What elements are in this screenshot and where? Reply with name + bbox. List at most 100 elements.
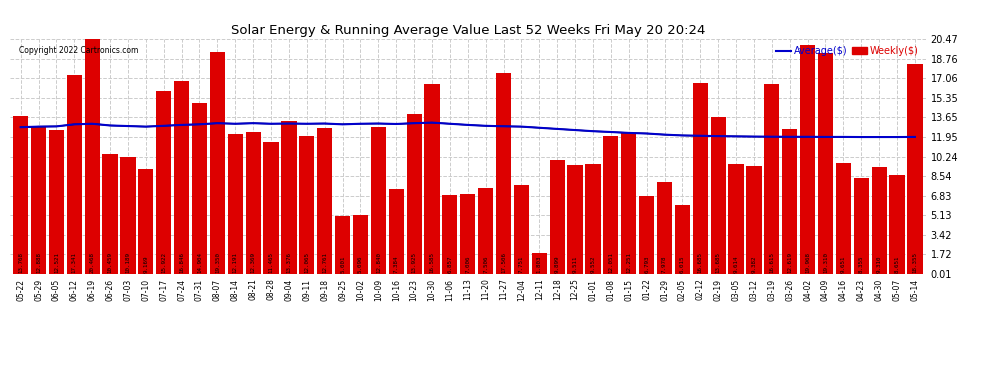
Title: Solar Energy & Running Average Value Last 52 Weeks Fri May 20 20:24: Solar Energy & Running Average Value Las… [231,24,705,37]
Text: 12.840: 12.840 [376,252,381,273]
Text: 12.369: 12.369 [250,252,255,273]
Text: 5.096: 5.096 [358,256,363,273]
Text: 12.619: 12.619 [787,252,792,273]
Bar [370,127,386,274]
Text: 18.355: 18.355 [913,252,918,273]
Bar [407,114,422,274]
Text: 19.350: 19.350 [215,252,220,273]
Text: 10.189: 10.189 [126,252,131,273]
Bar [31,126,47,274]
Text: 6.015: 6.015 [680,256,685,273]
Bar [657,182,672,274]
Text: 1.803: 1.803 [537,256,542,273]
Bar [514,185,529,274]
Bar [263,142,278,274]
Text: 12.521: 12.521 [53,252,58,273]
Bar [639,196,654,274]
Bar [549,160,565,274]
Text: 17.506: 17.506 [501,252,506,273]
Text: 9.169: 9.169 [144,256,148,273]
Bar [443,195,457,274]
Text: 17.341: 17.341 [72,252,77,273]
Text: Copyright 2022 Cartronics.com: Copyright 2022 Cartronics.com [19,46,139,56]
Text: 7.384: 7.384 [394,256,399,273]
Bar [66,75,82,274]
Bar [621,134,637,274]
Bar [907,64,923,274]
Text: 11.465: 11.465 [268,252,273,273]
Bar [711,117,726,274]
Text: 9.310: 9.310 [877,256,882,273]
Text: 13.925: 13.925 [412,252,417,273]
Text: 16.685: 16.685 [698,252,703,273]
Text: 7.006: 7.006 [465,256,470,273]
Text: 7.506: 7.506 [483,256,488,273]
Bar [121,157,136,274]
Text: 12.191: 12.191 [233,252,238,273]
Text: 19.968: 19.968 [805,252,810,273]
Bar [693,83,708,274]
Text: 10.459: 10.459 [108,252,113,273]
Bar [675,205,690,274]
Bar [729,164,743,274]
Text: 9.382: 9.382 [751,256,756,273]
Bar [800,45,815,274]
Text: 12.051: 12.051 [609,252,614,273]
Bar [84,39,100,274]
Text: 16.615: 16.615 [769,252,774,273]
Bar [335,216,350,274]
Text: 9.614: 9.614 [734,256,739,273]
Text: 16.585: 16.585 [430,252,435,273]
Bar [764,84,779,274]
Text: 12.761: 12.761 [322,252,327,273]
Bar [585,164,601,274]
Bar [317,128,333,274]
Bar [889,175,905,274]
Text: 16.846: 16.846 [179,252,184,273]
Bar [389,189,404,274]
Text: 13.376: 13.376 [286,252,291,273]
Bar [228,134,243,274]
Bar [425,84,440,274]
Text: 9.511: 9.511 [572,256,577,273]
Text: 12.065: 12.065 [304,252,309,273]
Bar [13,116,29,274]
Text: 14.904: 14.904 [197,252,202,273]
Bar [299,136,315,274]
Bar [871,167,887,274]
Text: 12.251: 12.251 [627,252,632,273]
Bar [156,92,171,274]
Bar [746,166,761,274]
Bar [139,169,153,274]
Bar [192,103,207,274]
Bar [49,130,64,274]
Text: 9.899: 9.899 [554,256,559,273]
Text: 9.552: 9.552 [590,256,595,273]
Text: 9.651: 9.651 [841,256,845,273]
Bar [352,215,368,274]
Text: 12.888: 12.888 [36,252,41,273]
Bar [532,253,546,274]
Text: 15.922: 15.922 [161,252,166,273]
Bar [818,53,834,274]
Bar [102,154,118,274]
Text: 19.310: 19.310 [823,252,828,273]
Text: 6.793: 6.793 [644,256,649,273]
Text: 8.651: 8.651 [895,256,900,273]
Text: 20.468: 20.468 [90,252,95,273]
Bar [853,178,869,274]
Bar [603,136,619,274]
Text: 8.355: 8.355 [858,256,863,273]
Text: 5.001: 5.001 [341,256,346,273]
Bar [478,188,493,274]
Text: 7.751: 7.751 [519,256,524,273]
Bar [210,52,225,274]
Bar [174,81,189,274]
Bar [246,132,260,274]
Text: 13.685: 13.685 [716,252,721,273]
Bar [782,129,797,274]
Text: 6.857: 6.857 [447,256,452,273]
Bar [496,73,511,274]
Text: 13.768: 13.768 [18,252,23,273]
Legend: Average($), Weekly($): Average($), Weekly($) [774,44,921,58]
